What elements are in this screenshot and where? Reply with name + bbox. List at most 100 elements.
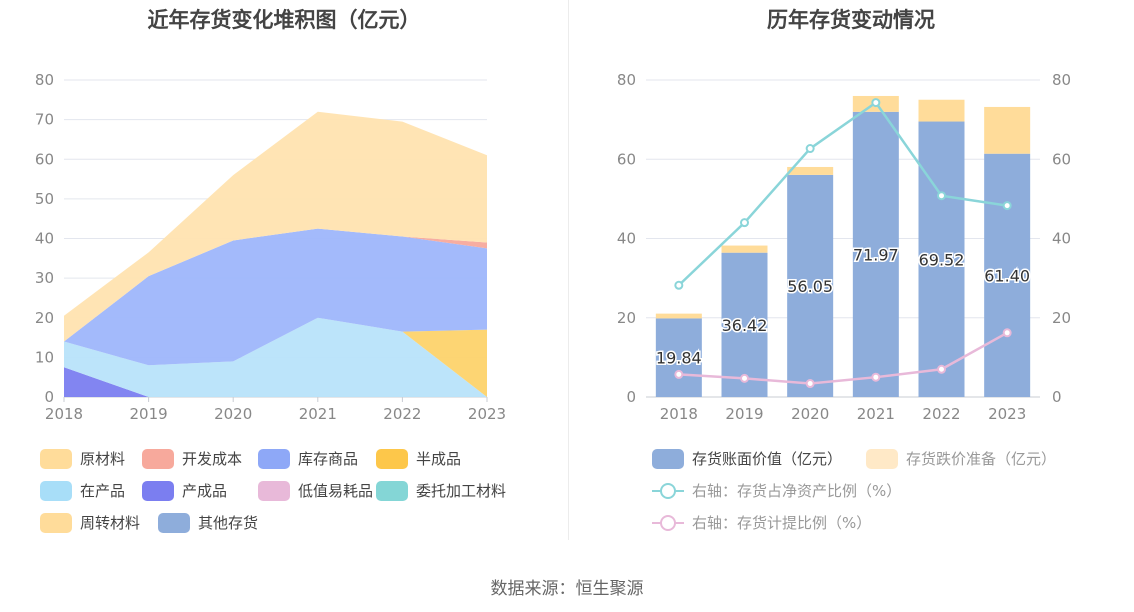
bar-存货账面价值（亿元）-2023 [984,153,1031,397]
bar-存货账面价值（亿元）-2021 [852,111,899,397]
left-legend-item[interactable]: 委托加工材料 [376,480,506,501]
left-x-tick-label: 2022 [383,405,421,423]
right-y-tick-label: 80 [617,71,636,89]
left-y-tick-label: 0 [44,388,54,406]
left-y-tick-label: 20 [35,309,54,327]
bar-存货跌价准备（亿元）-2019 [721,245,768,253]
left-chart-title: 近年存货变化堆积图（亿元） [147,8,421,32]
bar-data-label: 56.05 [787,277,833,296]
legend-label: 存货账面价值（亿元） [692,450,843,468]
right-y2-tick-label: 80 [1052,71,1071,89]
left-legend-item[interactable]: 其他存货 [158,512,258,533]
right-x-tick-label: 2021 [857,405,895,423]
line-point-右轴：存货计提比例（%）-2022 [937,364,946,374]
line-point-右轴：存货占净资产比例（%）-2021 [871,98,881,108]
bar-存货账面价值（亿元）-2022 [918,121,965,397]
line-point-右轴：存货计提比例（%）-2019 [740,373,749,383]
left-y-tick-label: 70 [35,111,54,129]
legend-label: 低值易耗品 [298,482,374,500]
legend-label: 委托加工材料 [416,482,507,500]
legend-label: 半成品 [416,450,462,468]
left-legend-item[interactable]: 产成品 [142,480,227,501]
line-point-右轴：存货计提比例（%）-2021 [871,372,881,382]
left-y-tick-label: 10 [35,348,54,366]
left-y-tick-label: 60 [35,150,54,168]
right-y2-tick-label: 20 [1052,309,1071,327]
line-series-右轴：存货计提比例（%） [678,331,1008,385]
legend-swatch [258,448,290,469]
right-chart-title: 历年存货变动情况 [767,8,935,32]
left-x-tick-label: 2021 [299,405,337,423]
legend-label: 在产品 [80,482,126,500]
area-series-原材料 [64,111,487,342]
area-series-在产品 [64,317,487,397]
right-y-tick-label: 0 [626,388,636,406]
legend-swatch [652,513,684,533]
left-y-tick-label: 80 [35,71,54,89]
left-x-tick-label: 2020 [214,405,252,423]
bar-存货账面价值（亿元）-2020 [787,174,834,397]
area-series-产成品 [64,367,487,397]
bar-data-label: 69.52 [919,250,965,269]
line-series-右轴：存货占净资产比例（%） [677,100,1008,287]
bar-存货跌价准备（亿元）-2018 [655,313,702,319]
right-y-tick-label: 40 [617,230,636,248]
right-y2-tick-label: 40 [1052,230,1071,248]
legend-swatch [40,512,72,533]
line-point-右轴：存货占净资产比例（%）-2023 [1002,201,1012,211]
left-legend-item[interactable]: 低值易耗品 [258,480,373,501]
left-legend-item[interactable]: 开发成本 [142,448,242,469]
bar-存货跌价准备（亿元）-2022 [918,99,965,122]
legend-swatch [142,480,174,501]
bar-data-label: 71.97 [853,245,899,264]
left-x-tick-label: 2018 [45,405,83,423]
legend-label: 其他存货 [198,514,259,532]
right-legend-item[interactable]: 存货跌价准备（亿元） [866,448,1056,469]
line-point-右轴：存货计提比例（%）-2023 [1002,328,1012,338]
bar-存货账面价值（亿元）-2018 [655,318,702,397]
area-series-库存商品 [64,228,487,366]
legend-swatch [40,480,72,501]
legend-label: 周转材料 [80,514,141,532]
legend-swatch [158,512,190,533]
right-legend-item[interactable]: 右轴：存货计提比例（%） [652,512,871,533]
line-point-右轴：存货计提比例（%）-2018 [674,369,684,379]
line-point-右轴：存货占净资产比例（%）-2020 [805,144,815,154]
legend-label: 右轴：存货占净资产比例（%） [692,482,902,500]
legend-swatch [866,448,898,469]
left-legend-item[interactable]: 在产品 [40,480,125,501]
bar-存货账面价值（亿元）-2019 [721,252,768,397]
line-point-右轴：存货占净资产比例（%）-2018 [674,280,684,290]
left-y-tick-label: 40 [35,230,54,248]
legend-swatch [652,448,684,469]
right-y-tick-label: 20 [617,309,636,327]
legend-swatch [142,448,174,469]
left-legend-item[interactable]: 周转材料 [40,512,140,533]
left-legend-item[interactable]: 原材料 [40,448,125,469]
right-x-tick-label: 2020 [791,405,829,423]
bar-data-label: 61.40 [984,266,1030,285]
right-legend-item[interactable]: 右轴：存货占净资产比例（%） [652,480,901,501]
legend-swatch [376,448,408,469]
bar-data-label: 36.42 [722,316,768,335]
legend-label: 原材料 [80,450,126,468]
right-x-tick-label: 2023 [988,405,1026,423]
left-legend-item[interactable]: 库存商品 [258,448,358,469]
left-legend-item[interactable]: 半成品 [376,448,461,469]
right-legend-item[interactable]: 存货账面价值（亿元） [652,448,842,469]
line-point-右轴：存货计提比例（%）-2020 [805,379,815,389]
legend-label: 开发成本 [182,450,243,468]
legend-label: 存货跌价准备（亿元） [906,450,1057,468]
left-x-tick-label: 2023 [468,405,506,423]
right-y2-tick-label: 60 [1052,150,1071,168]
legend-label: 右轴：存货计提比例（%） [692,514,872,532]
legend-label: 库存商品 [298,450,359,468]
bar-data-label: 19.84 [656,349,702,368]
left-y-tick-label: 30 [35,269,54,287]
panel-divider [568,0,569,540]
data-source-note: 数据来源：恒生聚源 [490,579,644,599]
legend-swatch [40,448,72,469]
right-x-tick-label: 2022 [922,405,960,423]
legend-swatch [652,481,684,501]
right-y-tick-label: 60 [617,150,636,168]
